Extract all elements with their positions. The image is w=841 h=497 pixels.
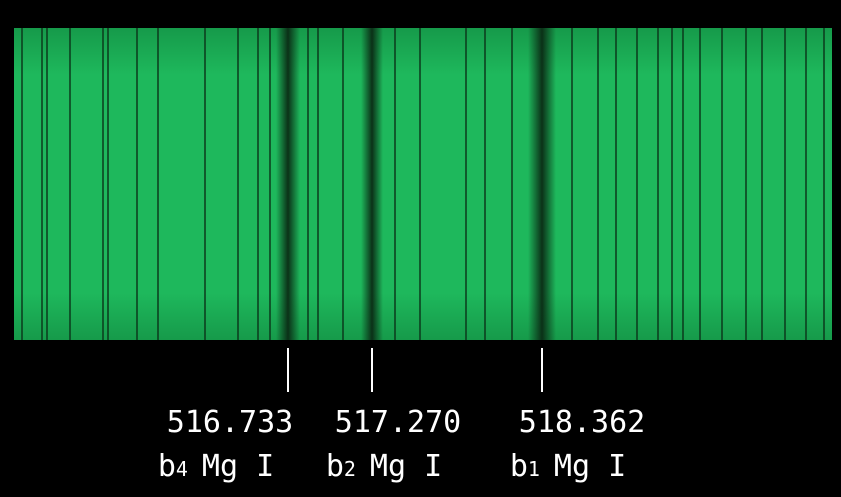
wavelength: 517.270: [335, 405, 461, 440]
subscript: 2: [344, 457, 356, 481]
line-name: b1 Mg I: [510, 449, 626, 484]
element: Mg I: [554, 449, 626, 484]
subscript: 4: [176, 457, 188, 481]
element: Mg I: [202, 449, 274, 484]
wavelength: 518.362: [519, 405, 645, 440]
spectrum-figure: 516.733 517.270 518.362 b4Mg I b2Mg I b1…: [0, 0, 841, 497]
element: Mg I: [370, 449, 442, 484]
designation: b: [158, 449, 176, 484]
wavelength: 516.733: [167, 405, 293, 440]
subscript: 1: [528, 457, 540, 481]
designation: b: [326, 449, 344, 484]
line-name: b2 Mg I: [326, 449, 442, 484]
line-name: b4 Mg I: [158, 449, 274, 484]
designation: b: [510, 449, 528, 484]
